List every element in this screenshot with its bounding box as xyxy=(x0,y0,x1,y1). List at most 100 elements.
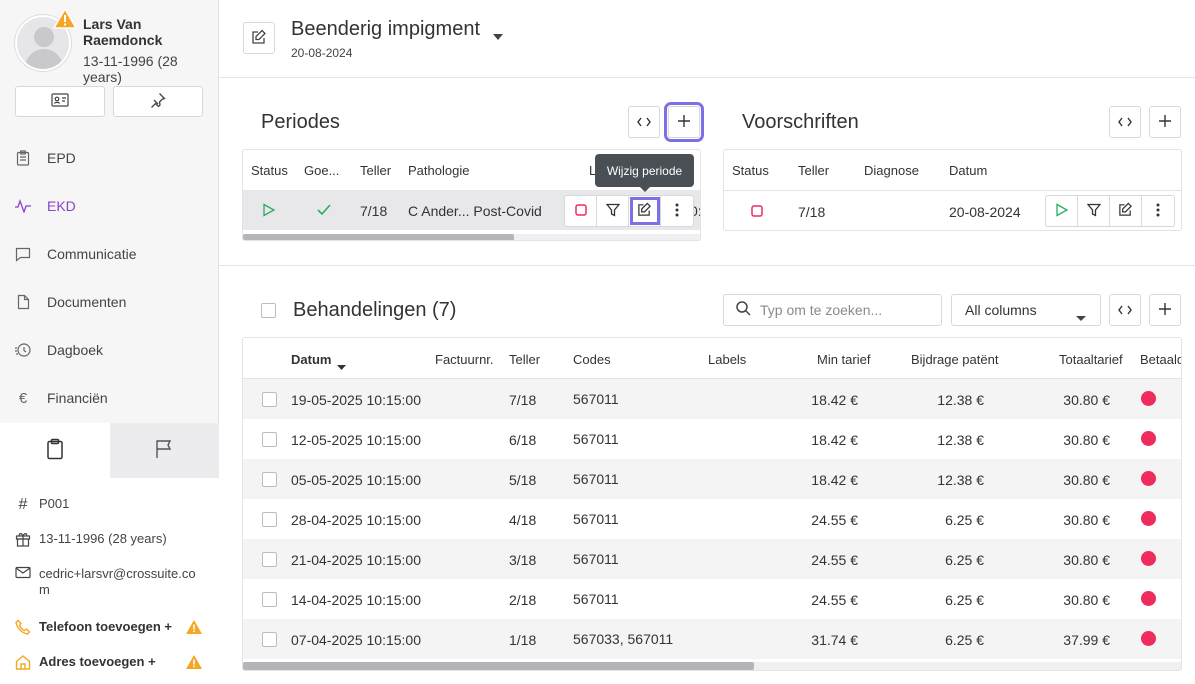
play-icon[interactable] xyxy=(262,203,276,220)
voorschriften-table: Status Teller Diagnose Datum 7/18 20-08-… xyxy=(723,149,1182,231)
column-header[interactable]: Teller xyxy=(360,163,392,178)
cell-bijdrage: 6.25 € xyxy=(945,592,984,608)
sort-desc-icon[interactable] xyxy=(337,357,346,373)
sidebar-item-ekd[interactable]: EKD xyxy=(14,194,76,218)
sidebar-tabs xyxy=(0,423,219,478)
unpaid-status-dot xyxy=(1141,471,1156,486)
scrollbar-thumb[interactable] xyxy=(243,662,754,670)
patient-email[interactable]: cedric+larsvr@crossuite.co m xyxy=(14,566,196,598)
cell-min-tarief: 18.42 € xyxy=(811,432,858,448)
column-header[interactable]: Codes xyxy=(573,352,611,367)
cell-teller: 7/18 xyxy=(509,392,537,408)
cell-bijdrage: 12.38 € xyxy=(937,392,984,408)
column-header[interactable]: Datum xyxy=(949,163,988,178)
row-checkbox[interactable] xyxy=(262,512,277,527)
sidebar-item-label: Documenten xyxy=(47,294,127,310)
column-header[interactable]: Labels xyxy=(708,352,747,367)
table-row[interactable]: 07-04-2025 10:15:00 1/18 567033, 567011 31.… xyxy=(243,619,1181,659)
behandelingen-title: Behandelingen (7) xyxy=(293,299,457,321)
email-line-2: m xyxy=(39,582,50,597)
voorschriften-code-button[interactable] xyxy=(1109,106,1141,138)
filter-icon xyxy=(1086,203,1101,220)
more-button[interactable] xyxy=(1142,196,1174,226)
add-address-link[interactable]: Adres toevoegen + xyxy=(14,654,156,670)
edit-button[interactable] xyxy=(1110,196,1142,226)
add-behandeling-button[interactable] xyxy=(1149,294,1181,326)
column-header[interactable]: Teller xyxy=(798,163,830,178)
table-row[interactable]: 7/18 20-08-2024 xyxy=(724,191,1181,230)
clipboard-icon xyxy=(14,149,32,167)
page-title[interactable]: Beenderig impigment xyxy=(291,18,480,40)
plus-icon xyxy=(678,114,690,130)
tab-flag[interactable] xyxy=(109,423,219,478)
row-checkbox[interactable] xyxy=(262,472,277,487)
row-checkbox[interactable] xyxy=(262,432,277,447)
cell-teller: 4/18 xyxy=(509,512,537,528)
search-input[interactable] xyxy=(760,302,940,318)
scrollbar-thumb[interactable] xyxy=(243,234,514,240)
caret-down-icon[interactable] xyxy=(493,27,503,43)
column-header[interactable]: Bijdrage patënt xyxy=(911,352,999,367)
table-row[interactable]: 14-04-2025 10:15:00 2/18 567011 24.55 € 6.25… xyxy=(243,579,1181,619)
add-periode-button[interactable] xyxy=(664,102,704,142)
cell-datum: 28-04-2025 10:15:00 xyxy=(291,512,421,528)
filter-button[interactable] xyxy=(597,196,629,226)
patient-info-panel: # P001 13-11-1996 (28 years) cedric+lars… xyxy=(0,478,219,684)
edit-title-button[interactable] xyxy=(243,22,275,54)
column-header[interactable]: Datum xyxy=(291,352,332,367)
tab-clipboard[interactable] xyxy=(0,423,110,478)
play-button[interactable] xyxy=(1046,196,1078,226)
pin-button[interactable] xyxy=(113,86,203,117)
behandelingen-code-button[interactable] xyxy=(1109,294,1141,326)
table-row[interactable]: 28-04-2025 10:15:00 4/18 567011 24.55 € 6.25… xyxy=(243,499,1181,539)
avatar[interactable] xyxy=(15,8,77,71)
row-checkbox[interactable] xyxy=(262,592,277,607)
patient-birthday: 13-11-1996 (28 years) xyxy=(14,531,167,547)
sidebar-item-epd[interactable]: EPD xyxy=(14,146,76,170)
table-row[interactable]: 21-04-2025 10:15:00 3/18 567011 24.55 € 6.25… xyxy=(243,539,1181,579)
column-header[interactable]: Diagnose xyxy=(864,163,919,178)
id-card-button[interactable] xyxy=(15,86,105,117)
column-header[interactable]: Factuurnr. xyxy=(435,352,494,367)
edit-periode-button[interactable] xyxy=(629,196,661,226)
column-header[interactable]: Status xyxy=(732,163,769,178)
history-icon xyxy=(14,341,32,359)
row-checkbox[interactable] xyxy=(262,632,277,647)
column-header[interactable]: Betaald xyxy=(1140,352,1182,367)
column-header[interactable]: Status xyxy=(251,163,288,178)
column-filter-select[interactable]: All columns xyxy=(951,294,1101,326)
stop-button[interactable] xyxy=(565,196,597,226)
row-checkbox[interactable] xyxy=(262,552,277,567)
column-header[interactable]: Totaaltarief xyxy=(1059,352,1123,367)
search-field[interactable] xyxy=(723,294,942,326)
cell-codes: 567011 xyxy=(573,431,619,447)
periodes-code-button[interactable] xyxy=(628,106,660,138)
row-checkbox[interactable] xyxy=(262,392,277,407)
column-header[interactable]: L xyxy=(589,163,597,178)
select-all-checkbox[interactable] xyxy=(261,303,276,318)
column-header[interactable]: Goe... xyxy=(304,163,340,178)
sidebar-item-communicatie[interactable]: Communicatie xyxy=(14,242,136,266)
table-row[interactable]: 12-05-2025 10:15:00 6/18 567011 18.42 € 12.3… xyxy=(243,419,1181,459)
cell-datum: 05-05-2025 10:15:00 xyxy=(291,472,421,488)
filter-icon xyxy=(605,203,620,220)
table-row[interactable]: 05-05-2025 10:15:00 5/18 567011 18.42 € 12.3… xyxy=(243,459,1181,499)
plus-icon xyxy=(1159,302,1171,318)
voorschriften-title: Voorschriften xyxy=(742,111,859,133)
column-header[interactable]: Min tarief xyxy=(817,352,871,367)
sidebar-item-label: Financiën xyxy=(47,390,108,406)
table-row[interactable]: 19-05-2025 10:15:00 7/18 567011 18.42 € 12.3… xyxy=(243,379,1181,419)
code-icon xyxy=(1118,303,1132,318)
add-phone-link[interactable]: Telefoon toevoegen + xyxy=(14,619,172,635)
add-voorschrift-button[interactable] xyxy=(1149,106,1181,138)
more-button[interactable] xyxy=(661,196,693,226)
column-header[interactable]: Pathologie xyxy=(408,163,470,178)
sidebar-item-dagboek[interactable]: Dagboek xyxy=(14,338,103,362)
cell-codes: 567011 xyxy=(573,591,619,607)
filter-button[interactable] xyxy=(1078,196,1110,226)
column-header[interactable]: Teller xyxy=(509,352,541,367)
caret-down-icon xyxy=(1076,308,1086,324)
sidebar-item-documenten[interactable]: Documenten xyxy=(14,290,126,314)
sidebar-item-financien[interactable]: € Financiën xyxy=(14,386,108,410)
play-icon xyxy=(1055,202,1069,220)
